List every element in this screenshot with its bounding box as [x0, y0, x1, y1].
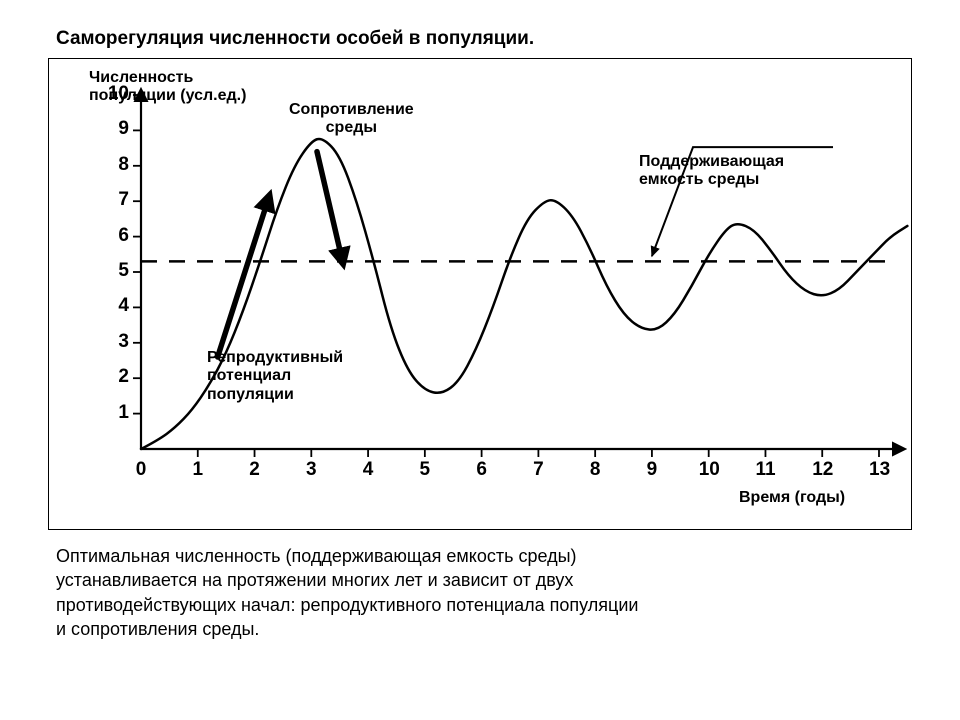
- chart-caption: Оптимальная численность (поддерживающая …: [56, 544, 876, 641]
- x-tick: 4: [358, 459, 378, 481]
- y-tick: 6: [99, 225, 129, 247]
- x-tick: 2: [245, 459, 265, 481]
- x-tick: 5: [415, 459, 435, 481]
- y-tick: 4: [99, 295, 129, 317]
- x-tick: 13: [869, 459, 889, 481]
- x-tick: 11: [755, 459, 775, 481]
- y-tick: 10: [99, 83, 129, 105]
- capacity-label: Поддерживающая емкость среды: [639, 153, 784, 190]
- resistance-label: Сопротивление среды: [289, 101, 414, 138]
- chart-title: Саморегуляция численности особей в попул…: [56, 28, 912, 50]
- y-tick: 7: [99, 189, 129, 211]
- x-axis-title: Время (годы): [739, 489, 845, 507]
- x-tick: 6: [472, 459, 492, 481]
- x-tick: 0: [131, 459, 151, 481]
- y-tick: 5: [99, 260, 129, 282]
- x-tick: 1: [188, 459, 208, 481]
- y-tick: 9: [99, 118, 129, 140]
- chart-frame: Численность популяции (усл.ед.) Сопротив…: [48, 58, 912, 530]
- y-tick: 3: [99, 331, 129, 353]
- x-tick: 10: [699, 459, 719, 481]
- x-tick: 3: [301, 459, 321, 481]
- y-tick: 8: [99, 154, 129, 176]
- x-tick: 12: [812, 459, 832, 481]
- x-tick: 7: [528, 459, 548, 481]
- x-tick: 9: [642, 459, 662, 481]
- y-tick: 2: [99, 366, 129, 388]
- x-tick: 8: [585, 459, 605, 481]
- y-tick: 1: [99, 402, 129, 424]
- reproductive-label: Репродуктивный потенциал популяции: [207, 349, 343, 404]
